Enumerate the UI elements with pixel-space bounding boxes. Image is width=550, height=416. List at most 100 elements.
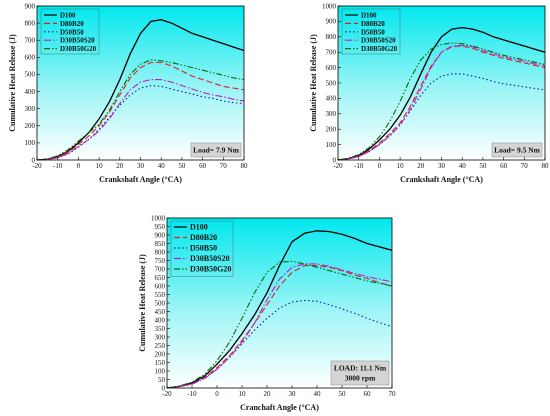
y-tick-label: 700 <box>25 37 36 45</box>
legend-label: D50B50 <box>361 28 385 36</box>
x-tick-label: 80 <box>542 162 550 170</box>
x-tick-label: 40 <box>314 390 322 398</box>
legend-label: D50B50 <box>190 244 217 253</box>
legend-label: D80B20 <box>60 20 84 28</box>
legend-label: D80B20 <box>190 233 217 242</box>
legend-label: D30B50S20 <box>60 37 95 45</box>
legend-label: D30B50G20 <box>190 265 231 274</box>
x-tick-label: 50 <box>339 390 347 398</box>
y-tick-label: 950 <box>155 223 166 231</box>
x-tick-label: 70 <box>521 162 529 170</box>
y-tick-label: 500 <box>326 79 337 87</box>
y-tick-label: 300 <box>326 110 337 118</box>
legend-label: D100 <box>60 12 76 20</box>
y-tick-label: 300 <box>155 333 166 341</box>
y-tick-label: 100 <box>155 367 166 375</box>
x-tick-label: 40 <box>158 162 166 170</box>
load-annotation-box <box>491 142 543 158</box>
y-tick-label: 450 <box>155 308 166 316</box>
y-tick-label: 800 <box>25 19 36 27</box>
legend-label: D80B20 <box>361 20 385 28</box>
x-tick-label: 50 <box>479 162 487 170</box>
x-tick-label: 70 <box>220 162 228 170</box>
x-tick-label: 20 <box>264 390 272 398</box>
series-line-d30b50s20 <box>36 79 245 161</box>
x-tick-label: 70 <box>389 390 397 398</box>
legend-box <box>40 8 100 55</box>
y-tick-label: 0 <box>32 156 36 164</box>
x-tick-label: -20 <box>333 162 343 170</box>
x-tick-label: 80 <box>241 162 249 170</box>
x-axis-title: Cranchaft Angle (°CA) <box>240 403 319 412</box>
x-tick-label: -10 <box>354 162 364 170</box>
series-line-d80b20 <box>337 45 546 161</box>
plot-frame <box>337 5 546 161</box>
y-tick-label: 50 <box>158 376 166 384</box>
series-line-d80b20 <box>166 265 393 389</box>
legend-label: D50B50 <box>60 28 84 36</box>
x-axis-title: Crankshaft Angle (°CA) <box>400 175 483 184</box>
x-tick-label: -20 <box>32 162 42 170</box>
series-line-d30b50s20 <box>166 263 393 389</box>
series-line-d30b50g20 <box>337 42 546 161</box>
y-axis-title: Cumulative Heat Release (J) <box>309 34 318 132</box>
y-tick-label: 0 <box>162 384 166 392</box>
x-tick-label: 0 <box>378 162 382 170</box>
x-tick-label: 30 <box>137 162 145 170</box>
y-axis-title: Cumulative Heat Release (J) <box>8 34 17 132</box>
x-tick-label: 60 <box>199 162 207 170</box>
y-tick-label: 200 <box>326 126 337 134</box>
x-tick-label: 40 <box>459 162 467 170</box>
series-line-d50b50 <box>337 73 546 161</box>
x-tick-label: 10 <box>397 162 405 170</box>
series-line-d100 <box>166 230 393 389</box>
y-tick-label: 200 <box>25 122 36 130</box>
legend-label: D100 <box>190 223 208 232</box>
y-tick-label: 350 <box>155 325 166 333</box>
y-tick-label: 250 <box>155 342 166 350</box>
plot-area <box>37 6 244 160</box>
y-tick-label: 600 <box>326 64 337 72</box>
plot-area <box>338 6 545 160</box>
x-tick-label: 30 <box>289 390 297 398</box>
y-tick-label: 400 <box>25 88 36 96</box>
x-tick-label: 60 <box>500 162 508 170</box>
y-tick-label: 800 <box>326 33 337 41</box>
y-tick-label: 900 <box>155 231 166 239</box>
load-annotation-text: 3000 rpm <box>345 374 376 383</box>
y-tick-label: 600 <box>25 54 36 62</box>
y-tick-label: 300 <box>25 105 36 113</box>
x-tick-label: -10 <box>187 390 197 398</box>
chart-3: 0501001502002503003504004505005506006507… <box>138 214 396 412</box>
y-tick-label: 1000 <box>151 214 166 222</box>
y-tick-label: 200 <box>155 350 166 358</box>
x-tick-label: 50 <box>178 162 186 170</box>
y-tick-label: 900 <box>25 2 36 10</box>
y-tick-label: 0 <box>333 156 337 164</box>
y-tick-label: 900 <box>326 18 337 26</box>
x-tick-label: 20 <box>417 162 425 170</box>
x-tick-label: 0 <box>77 162 81 170</box>
legend-label: D30B50G20 <box>60 45 97 53</box>
legend-label: D30B50S20 <box>190 254 230 263</box>
load-annotation-text: Load= 7.9 Nm <box>193 146 239 155</box>
load-annotation-box <box>330 360 390 386</box>
load-annotation-box <box>190 142 242 158</box>
x-tick-label: 0 <box>215 390 219 398</box>
x-axis-title: Crankshaft Angle (°CA) <box>99 175 182 184</box>
y-tick-label: 500 <box>155 299 166 307</box>
y-tick-label: 800 <box>155 248 166 256</box>
y-tick-label: 850 <box>155 240 166 248</box>
x-tick-label: 10 <box>96 162 104 170</box>
chart-2: 0 100 200 300 400 500 600 700 800 900 1000 -20 -10 0 1… <box>309 2 549 184</box>
series-line-d30b50s20 <box>337 44 546 161</box>
y-tick-label: 550 <box>155 291 166 299</box>
series-line-d50b50 <box>166 299 393 389</box>
y-tick-label: 100 <box>25 139 36 147</box>
legend-box <box>341 8 401 55</box>
legend-box <box>170 220 234 277</box>
load-annotation-text: Load= 9.5 Nm <box>494 146 540 155</box>
